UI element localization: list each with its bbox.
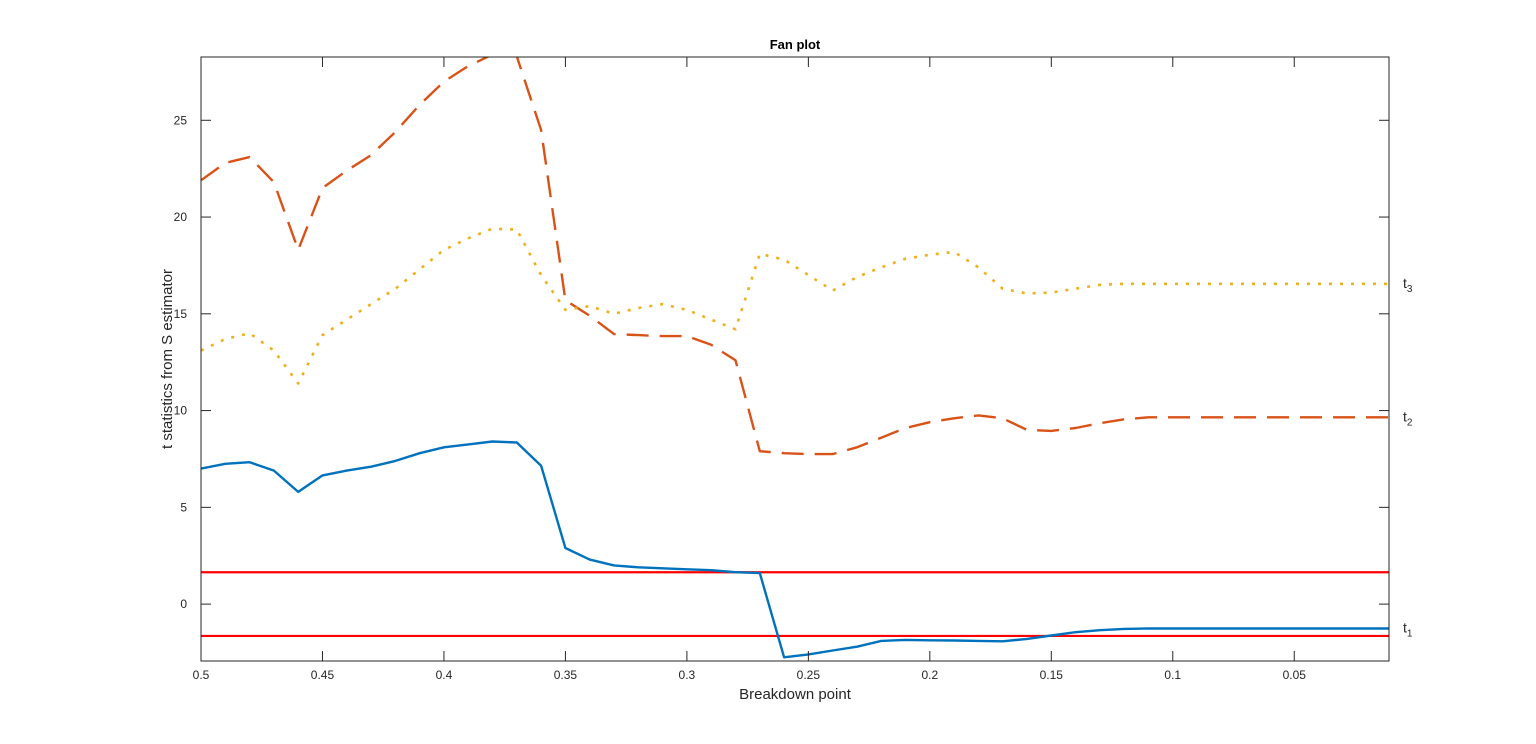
series-label-t2: t2 (1403, 408, 1413, 428)
series-layer (201, 57, 1389, 659)
series-t3-line (201, 227, 1389, 385)
series-t1-line (201, 440, 1389, 659)
x-tick-label: 0.2 (921, 668, 938, 682)
x-tick-label: 0.15 (1040, 668, 1064, 682)
x-tick-label: 0.5 (193, 668, 210, 682)
y-tick-label: 15 (174, 307, 188, 321)
x-tick-label: 0.35 (554, 668, 578, 682)
series-label-t1: t1 (1403, 619, 1413, 639)
series-label-t3: t3 (1403, 275, 1413, 295)
x-axis-label: Breakdown point (739, 686, 852, 703)
axes-box (200, 56, 1390, 662)
y-tick-label: 10 (174, 404, 188, 418)
chart-title: Fan plot (770, 37, 821, 52)
x-tick-label: 0.3 (679, 668, 696, 682)
series-t2-line (201, 57, 1389, 456)
x-tick-label: 0.4 (436, 668, 453, 682)
x-tick-label: 0.05 (1283, 668, 1307, 682)
axes-frame (200, 56, 1390, 662)
x-tick-label: 0.25 (797, 668, 821, 682)
x-tick-label: 0.1 (1164, 668, 1181, 682)
series-labels: t1 t2 t3 (1403, 275, 1413, 640)
y-tick-label: 25 (174, 113, 188, 127)
x-tick-label: 0.45 (311, 668, 335, 682)
y-tick-label: 0 (180, 597, 187, 611)
y-axis-label: t statistics from S estimator (159, 269, 176, 449)
ticks-layer: 0.5 0.45 0.4 0.35 0.3 0.25 0.2 0.15 0.1 0.05 0 5 10 1… (174, 57, 1389, 682)
y-tick-label: 20 (174, 210, 188, 224)
y-tick-label: 5 (180, 500, 187, 514)
